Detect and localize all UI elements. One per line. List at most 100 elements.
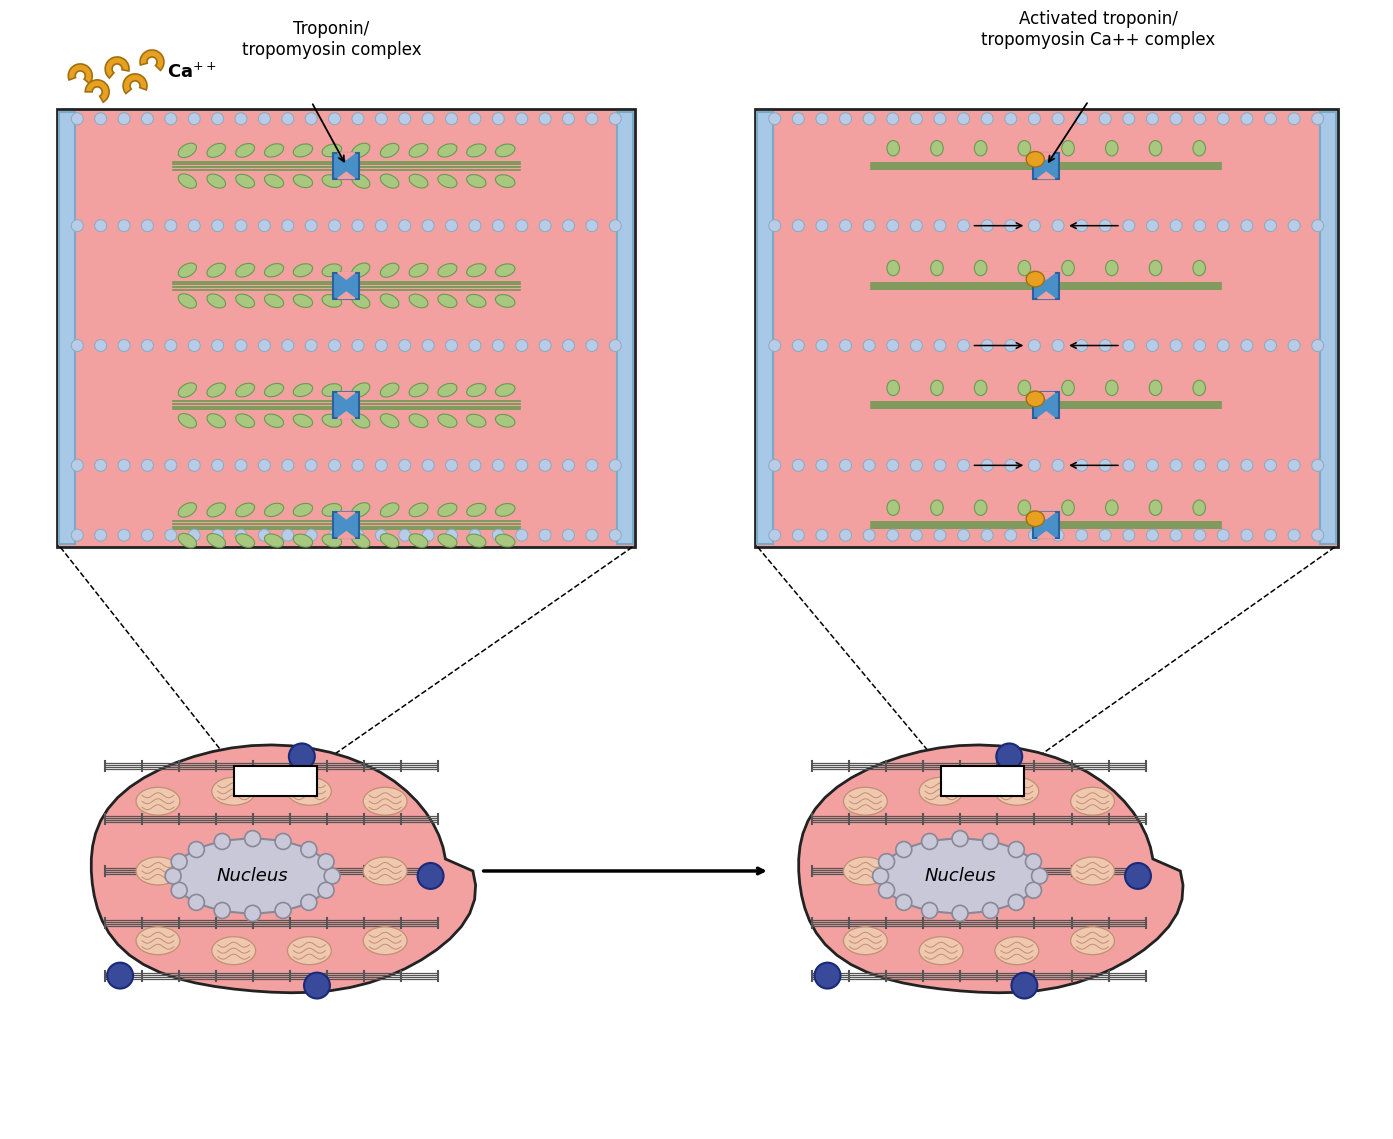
Circle shape xyxy=(469,220,481,231)
Circle shape xyxy=(188,113,201,124)
Circle shape xyxy=(769,220,780,231)
Ellipse shape xyxy=(294,144,312,157)
Circle shape xyxy=(864,220,875,231)
Circle shape xyxy=(375,220,387,231)
Ellipse shape xyxy=(235,413,255,427)
Circle shape xyxy=(274,902,291,918)
Circle shape xyxy=(1025,854,1042,870)
Ellipse shape xyxy=(437,503,457,517)
Ellipse shape xyxy=(995,777,1039,805)
Circle shape xyxy=(235,530,247,541)
Circle shape xyxy=(1265,339,1276,352)
Bar xyxy=(1034,153,1059,179)
Circle shape xyxy=(982,834,999,850)
Circle shape xyxy=(212,220,224,231)
Ellipse shape xyxy=(1192,261,1205,276)
Circle shape xyxy=(1075,220,1088,231)
Circle shape xyxy=(142,459,153,472)
Circle shape xyxy=(1028,113,1041,124)
Circle shape xyxy=(933,339,946,352)
Circle shape xyxy=(446,339,457,352)
Ellipse shape xyxy=(467,174,486,188)
Circle shape xyxy=(1123,530,1135,541)
Ellipse shape xyxy=(410,413,428,427)
Circle shape xyxy=(793,220,804,231)
Circle shape xyxy=(957,220,970,231)
Circle shape xyxy=(171,854,187,870)
Circle shape xyxy=(996,744,1022,769)
Circle shape xyxy=(375,339,387,352)
Ellipse shape xyxy=(265,384,284,396)
Circle shape xyxy=(352,530,364,541)
Ellipse shape xyxy=(235,503,255,517)
Circle shape xyxy=(95,220,107,231)
Circle shape xyxy=(1241,220,1252,231)
Circle shape xyxy=(911,530,922,541)
Ellipse shape xyxy=(467,144,486,157)
Ellipse shape xyxy=(1027,271,1045,287)
Ellipse shape xyxy=(208,174,226,188)
Ellipse shape xyxy=(1018,261,1031,276)
Ellipse shape xyxy=(322,384,341,396)
Ellipse shape xyxy=(410,294,428,308)
Ellipse shape xyxy=(1071,857,1114,885)
Circle shape xyxy=(95,113,107,124)
Polygon shape xyxy=(1038,292,1055,298)
Circle shape xyxy=(301,842,316,858)
Ellipse shape xyxy=(294,384,312,396)
Circle shape xyxy=(515,339,528,352)
Ellipse shape xyxy=(1061,261,1074,276)
Circle shape xyxy=(896,842,912,858)
Circle shape xyxy=(922,902,937,918)
Circle shape xyxy=(245,830,260,846)
Circle shape xyxy=(981,113,993,124)
Circle shape xyxy=(1004,113,1017,124)
Ellipse shape xyxy=(208,383,226,398)
Circle shape xyxy=(1146,113,1159,124)
Circle shape xyxy=(398,339,411,352)
Circle shape xyxy=(375,459,387,472)
Ellipse shape xyxy=(322,264,341,277)
Ellipse shape xyxy=(364,787,407,816)
Circle shape xyxy=(164,459,177,472)
Ellipse shape xyxy=(235,294,255,308)
Ellipse shape xyxy=(1149,500,1162,515)
Circle shape xyxy=(1009,842,1024,858)
Circle shape xyxy=(188,339,201,352)
Bar xyxy=(60,112,75,544)
Ellipse shape xyxy=(1061,500,1074,515)
Ellipse shape xyxy=(467,294,486,308)
Circle shape xyxy=(887,339,898,352)
Polygon shape xyxy=(337,272,355,279)
Circle shape xyxy=(1217,113,1229,124)
Polygon shape xyxy=(337,153,355,159)
Ellipse shape xyxy=(380,144,398,157)
Circle shape xyxy=(1126,863,1151,888)
Circle shape xyxy=(1170,113,1183,124)
Text: Nucleus: Nucleus xyxy=(924,867,996,885)
Circle shape xyxy=(212,530,224,541)
Circle shape xyxy=(1265,459,1276,472)
Circle shape xyxy=(305,220,318,231)
Circle shape xyxy=(235,113,247,124)
Ellipse shape xyxy=(380,294,398,308)
Ellipse shape xyxy=(437,174,457,188)
Circle shape xyxy=(245,906,260,921)
Circle shape xyxy=(816,339,827,352)
Circle shape xyxy=(887,530,898,541)
Ellipse shape xyxy=(931,380,943,395)
Ellipse shape xyxy=(974,261,986,276)
Ellipse shape xyxy=(208,294,226,308)
Ellipse shape xyxy=(410,263,428,277)
Bar xyxy=(333,153,359,179)
Wedge shape xyxy=(85,80,109,103)
Ellipse shape xyxy=(265,294,284,308)
Ellipse shape xyxy=(496,503,515,516)
Bar xyxy=(617,112,634,544)
Bar xyxy=(333,393,359,418)
Bar xyxy=(1034,393,1059,418)
Circle shape xyxy=(1170,339,1183,352)
Ellipse shape xyxy=(265,174,284,188)
Circle shape xyxy=(118,339,130,352)
Circle shape xyxy=(933,113,946,124)
